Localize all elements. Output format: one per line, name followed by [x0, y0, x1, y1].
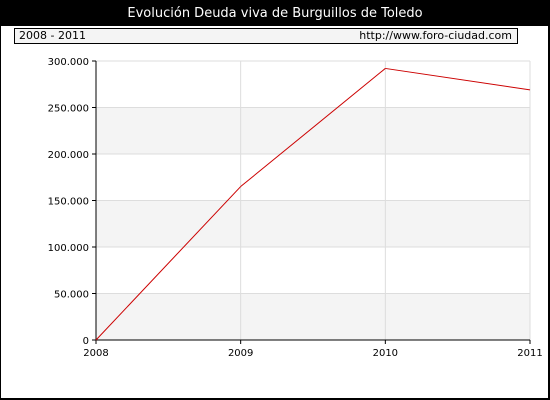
date-range-label: 2008 - 2011 — [19, 29, 86, 42]
plot-band — [96, 107, 530, 154]
plot-band — [96, 200, 530, 247]
x-axis-labels: 2008 2009 2010 2011 — [83, 348, 542, 359]
y-tick-label: 0 — [83, 336, 89, 347]
series-line-segment — [385, 67, 531, 91]
axes — [92, 60, 531, 344]
series — [95, 67, 531, 341]
y-tick-label: 200.000 — [48, 150, 89, 161]
source-url: http://www.foro-ciudad.com — [359, 29, 512, 42]
plot-bands — [96, 107, 530, 340]
x-tick-label: 2011 — [517, 348, 542, 359]
chart-title: Evolución Deuda viva de Burguillos de To… — [127, 6, 423, 21]
y-tick-label: 300.000 — [48, 57, 89, 68]
y-tick-label: 100.000 — [48, 243, 89, 254]
y-axis-labels: 0 50.000 100.000 150.000 200.000 250.000 300.0… — [48, 57, 89, 347]
y-tick-label: 50.000 — [54, 290, 89, 301]
plot-band — [96, 293, 530, 340]
x-tick-label: 2010 — [373, 348, 398, 359]
x-tick-label: 2009 — [228, 348, 253, 359]
series-line-segment — [95, 186, 242, 341]
y-tick-label: 150.000 — [48, 197, 89, 208]
info-bar: 2008 - 2011 http://www.foro-ciudad.com — [14, 28, 518, 44]
y-tick-label: 250.000 — [48, 104, 89, 115]
series-line-segment — [240, 68, 386, 187]
grid-lines — [96, 60, 531, 340]
x-tick-label: 2008 — [83, 348, 108, 359]
